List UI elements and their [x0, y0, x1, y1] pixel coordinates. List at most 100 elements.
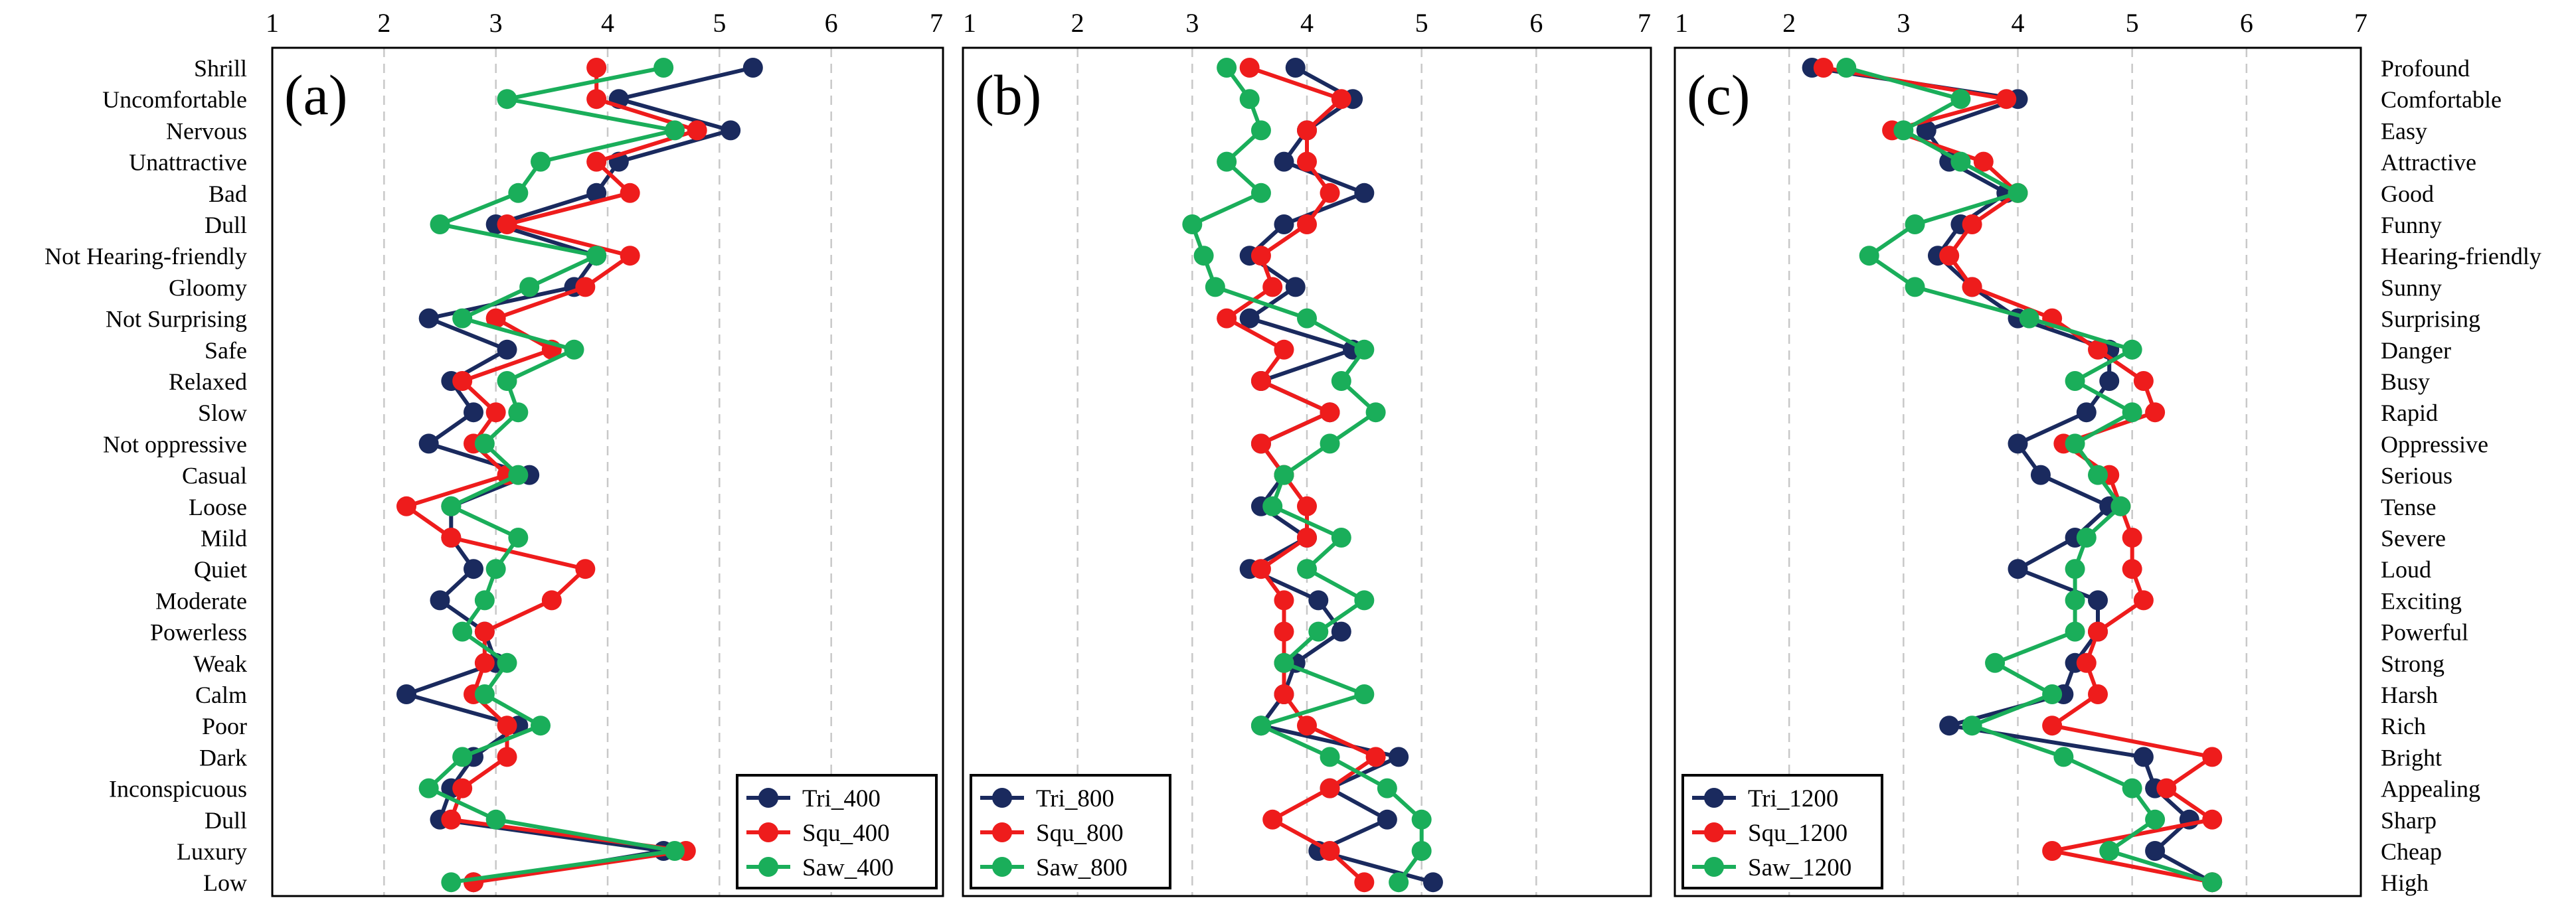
data-point — [441, 496, 462, 516]
data-point — [586, 89, 607, 110]
data-point — [1274, 621, 1294, 642]
data-point — [485, 809, 506, 830]
data-point — [508, 465, 529, 485]
data-point — [2065, 621, 2085, 642]
panel-frame — [271, 46, 944, 897]
data-point — [418, 308, 439, 329]
legend-swatch-marker — [1704, 788, 1724, 808]
data-point — [531, 151, 551, 172]
panel-label: (c) — [1687, 63, 1750, 127]
data-point — [1939, 716, 1960, 736]
data-point — [575, 277, 596, 297]
right-adjective-label: Strong — [2381, 650, 2445, 677]
data-point — [653, 58, 674, 78]
data-point — [2122, 402, 2142, 423]
data-point — [1250, 120, 1271, 141]
data-point — [2133, 371, 2154, 391]
data-point — [1274, 339, 1294, 360]
data-point — [1262, 496, 1283, 516]
left-adjective-label: Relaxed — [169, 368, 247, 395]
data-point — [2065, 590, 2085, 611]
legend-swatch-marker — [758, 788, 778, 808]
right-adjective-label: Appealing — [2381, 776, 2480, 802]
data-point — [464, 559, 483, 579]
x-tick-label: 4 — [1300, 8, 1314, 38]
series-Saw_800 — [1182, 58, 1432, 893]
data-point — [1285, 277, 1306, 297]
data-point — [2133, 590, 2154, 611]
data-point — [1239, 89, 1260, 110]
data-point — [586, 58, 607, 78]
data-point — [497, 339, 517, 360]
right-adjective-label: Surprising — [2381, 306, 2480, 333]
data-point — [1389, 747, 1409, 767]
data-point — [508, 528, 529, 548]
right-adjective-label: Severe — [2381, 525, 2446, 552]
data-point — [2076, 528, 2097, 548]
series-line — [1846, 66, 2213, 885]
data-point — [2202, 809, 2223, 830]
data-point — [497, 747, 517, 767]
left-adjective-label: Inconspicuous — [109, 776, 247, 802]
data-point — [441, 809, 462, 830]
right-adjective-label: Rich — [2381, 713, 2426, 739]
data-point — [497, 371, 517, 391]
data-point — [2088, 621, 2108, 642]
data-point — [441, 528, 462, 548]
data-point — [2156, 778, 2177, 798]
data-point — [1962, 716, 1982, 736]
data-point — [2065, 433, 2085, 454]
series-Saw_1200 — [1836, 58, 2223, 893]
left-adjective-label: Uncomfortable — [102, 86, 247, 113]
data-point — [1262, 277, 1283, 297]
data-point — [1331, 371, 1351, 391]
data-point — [1985, 652, 2006, 673]
data-point — [586, 246, 607, 266]
data-point — [418, 778, 439, 798]
data-point — [1950, 89, 1971, 110]
series-Tri_1200 — [1802, 58, 2223, 893]
data-point — [1905, 277, 1925, 297]
right-adjective-label: Oppressive — [2381, 431, 2488, 457]
data-point — [1250, 559, 1271, 579]
data-point — [742, 58, 763, 78]
data-point — [1250, 371, 1271, 391]
data-point — [1354, 339, 1375, 360]
data-point — [1250, 246, 1271, 266]
data-point — [2076, 402, 2097, 423]
data-point — [1217, 58, 1237, 78]
data-point — [452, 747, 473, 767]
legend-label: Squ_1200 — [1748, 820, 1847, 847]
data-point — [1893, 120, 1914, 141]
data-point — [1365, 747, 1386, 767]
right-adjective-label: Comfortable — [2381, 86, 2502, 113]
data-point — [1217, 151, 1237, 172]
data-point — [1320, 183, 1340, 203]
data-point — [721, 120, 741, 141]
left-adjective-label: Dark — [199, 744, 247, 771]
x-tick-label: 3 — [1897, 8, 1910, 38]
panel-frames — [271, 46, 2362, 897]
data-point — [1331, 89, 1351, 110]
data-point — [452, 778, 473, 798]
data-point — [1996, 89, 2017, 110]
data-point — [1297, 528, 1317, 548]
legend-label: Squ_400 — [802, 820, 890, 847]
data-point — [531, 716, 551, 736]
left-adjective-label: Powerless — [150, 619, 247, 646]
data-point — [1422, 872, 1443, 893]
x-tick-label: 2 — [377, 8, 390, 38]
data-point — [396, 496, 416, 516]
data-point — [1354, 183, 1375, 203]
data-point — [2065, 559, 2085, 579]
data-point — [2008, 183, 2028, 203]
data-point — [1320, 841, 1340, 861]
data-point — [2019, 308, 2039, 329]
left-adjective-label: Quiet — [194, 556, 247, 583]
data-point — [1320, 747, 1340, 767]
right-adjective-label: Danger — [2381, 337, 2451, 364]
legend: Tri_400 Squ_400 Saw_400 — [736, 774, 938, 889]
data-point — [474, 621, 495, 642]
left-adjective-label: Shrill — [194, 55, 247, 82]
right-adjective-label: Exciting — [2381, 587, 2462, 614]
